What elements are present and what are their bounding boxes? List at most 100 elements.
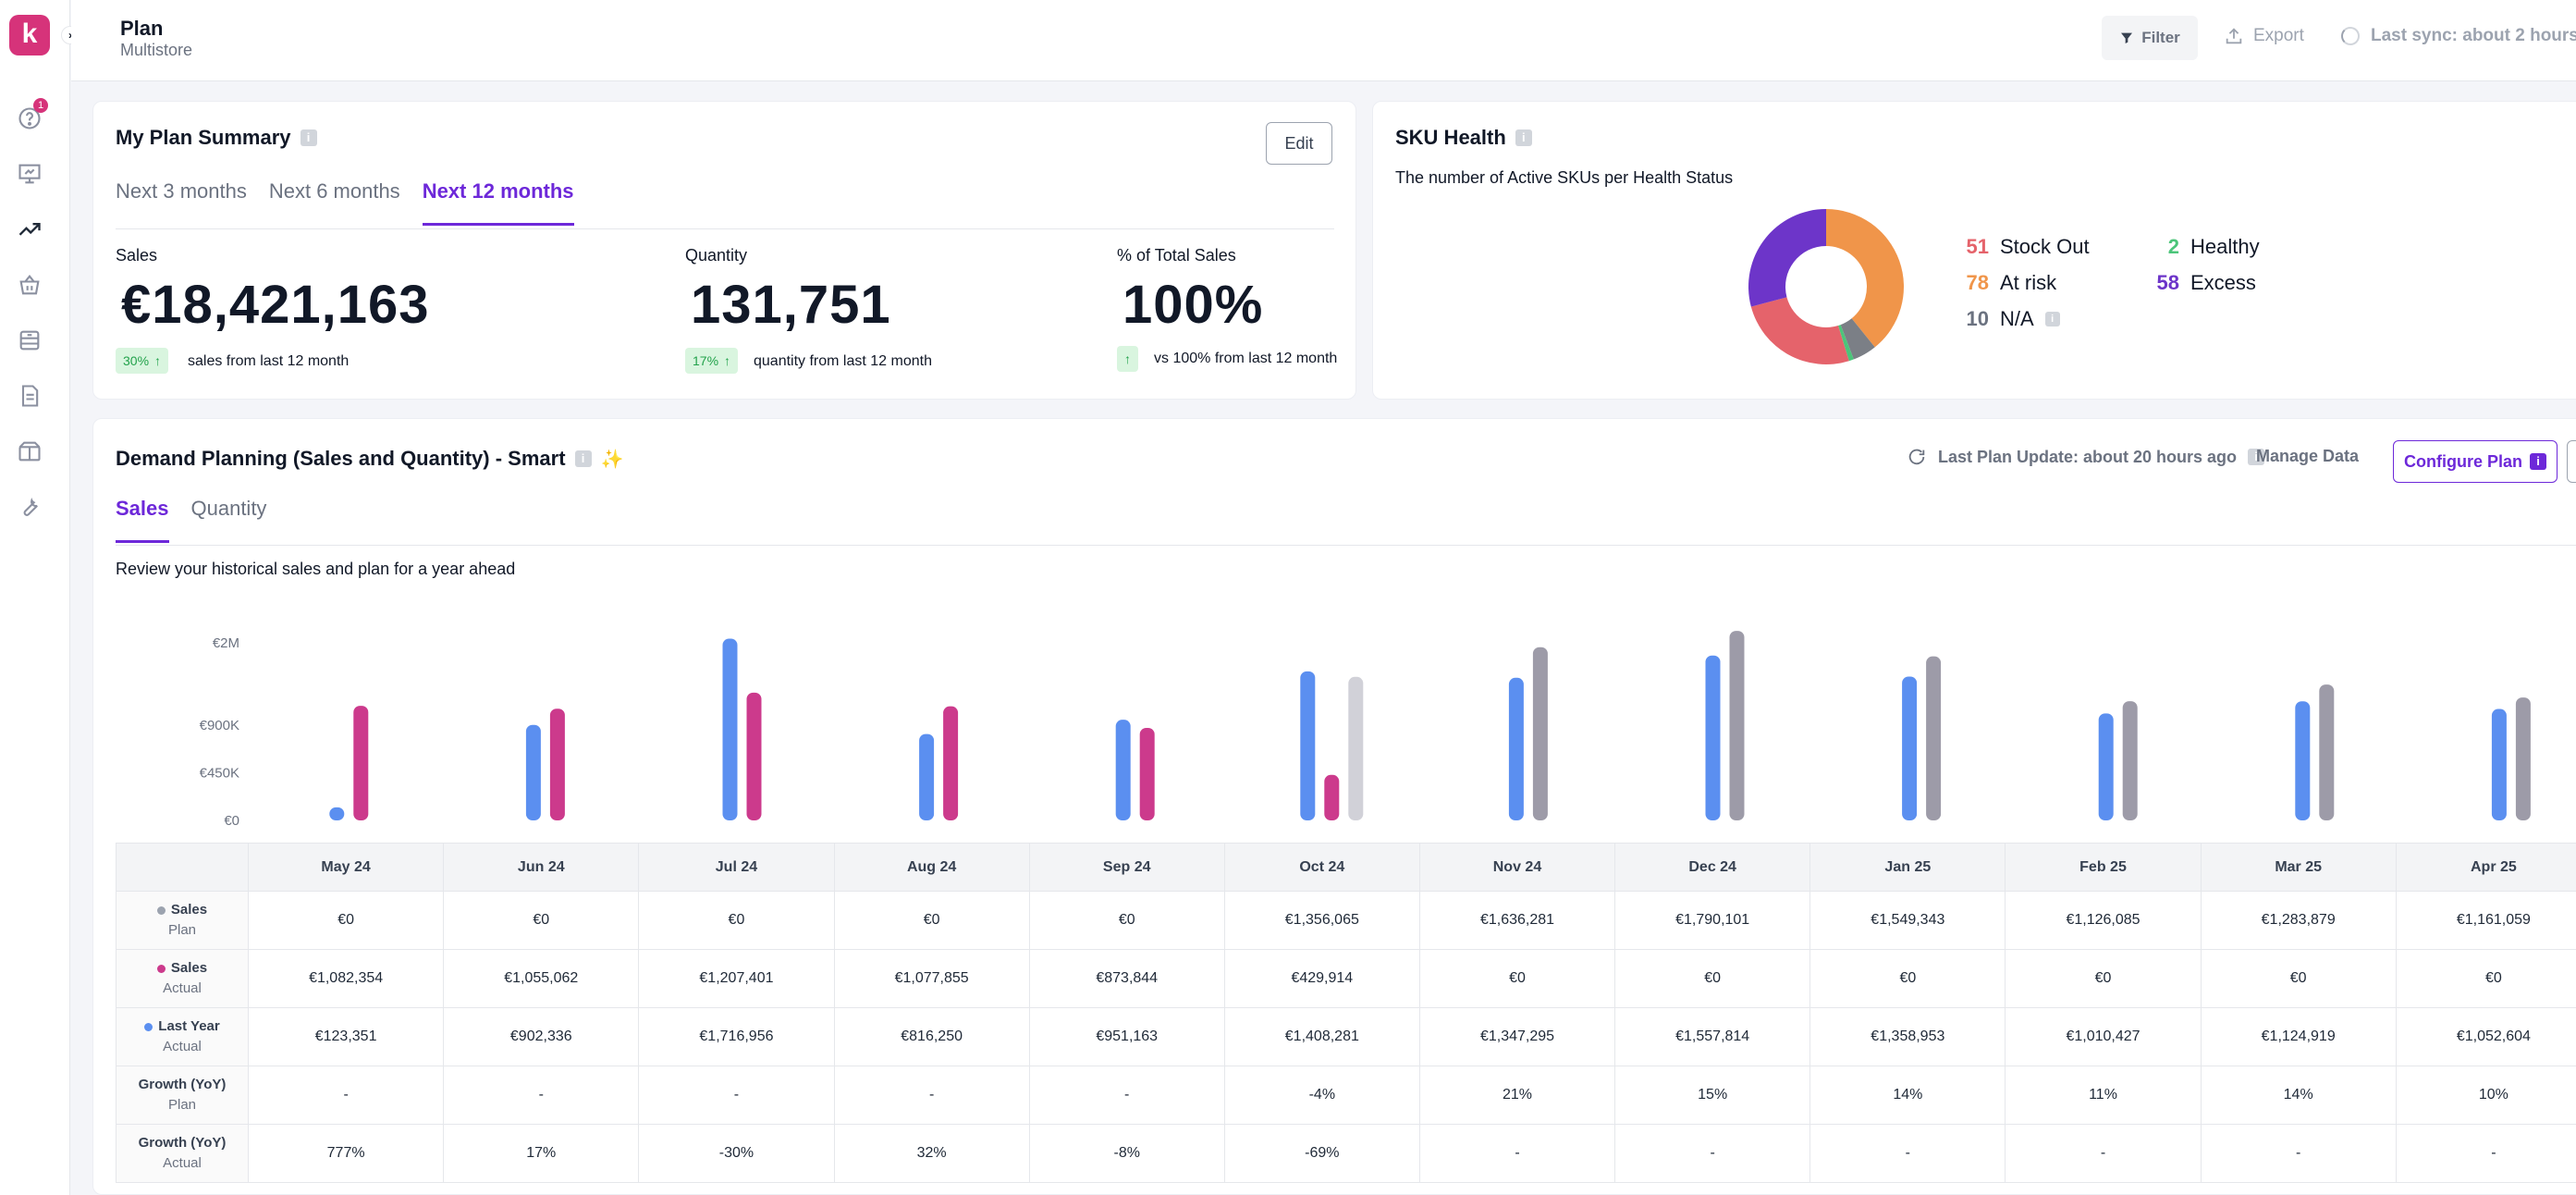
sales-growth-value: 30% xyxy=(123,353,150,368)
edit-demand-button[interactable]: Ed xyxy=(2567,440,2576,483)
tab-next-6-months[interactable]: Next 6 months xyxy=(268,179,400,203)
na-label: N/A xyxy=(2000,307,2034,330)
tab-sales[interactable]: Sales xyxy=(116,497,169,543)
y-tick-label: €0 xyxy=(224,813,239,829)
total-sales-note: vs 100% from last 12 month xyxy=(1154,351,1338,366)
column-header: Jun 24 xyxy=(443,843,640,892)
column-header: Apr 25 xyxy=(2395,843,2576,892)
bar-sales-actual[interactable] xyxy=(353,706,369,820)
at-risk-count: 78 xyxy=(1966,271,1989,294)
bar-last-year-actual[interactable] xyxy=(525,724,541,820)
info-icon[interactable]: i xyxy=(1515,129,1532,146)
legend-at-risk: 78 At risk xyxy=(1952,271,2057,295)
bar-last-year-actual[interactable] xyxy=(1705,655,1721,820)
table-cell: €0 xyxy=(1028,891,1225,950)
package-icon[interactable] xyxy=(17,438,43,464)
table-row: Growth (YoY) Plan - - - - - -4% 21% 15% 14% 11% 14% 1… xyxy=(115,1066,2576,1125)
table-cell: €0 xyxy=(833,891,1030,950)
bar-last-year-actual[interactable] xyxy=(2295,701,2311,820)
excess-count: 58 xyxy=(2156,271,2179,294)
table-cell: 32% xyxy=(833,1124,1030,1183)
bar-last-year-actual[interactable] xyxy=(1902,676,1918,820)
refresh-icon[interactable] xyxy=(1907,447,1927,467)
bar-sales-actual[interactable] xyxy=(1139,727,1155,820)
table-cell: - xyxy=(248,1066,445,1125)
table-cell: €1,636,281 xyxy=(1418,891,1616,950)
help-icon[interactable] xyxy=(17,105,43,131)
bar-sales-actual[interactable] xyxy=(549,708,565,820)
healthy-slice xyxy=(1838,325,1854,362)
bar-sales-plan[interactable] xyxy=(2515,697,2531,820)
bar-sales-actual[interactable] xyxy=(746,692,762,820)
sku-health-subtitle: The number of Active SKUs per Health Sta… xyxy=(1395,168,1734,187)
bar-sales-actual[interactable] xyxy=(943,706,959,820)
legend-na: 10 N/A i xyxy=(1952,307,2060,331)
bar-last-year-actual[interactable] xyxy=(1115,720,1131,820)
arrow-up-icon: ↑ xyxy=(724,353,731,368)
quantity-value: 131,751 xyxy=(691,275,891,335)
table-header-row: May 24 Jun 24 Jul 24 Aug 24 Sep 24 Oct 24 Nov … xyxy=(115,843,2576,892)
filter-button[interactable]: Filter xyxy=(2102,16,2198,60)
excess-label: Excess xyxy=(2190,271,2256,294)
table-cell: - xyxy=(1418,1124,1616,1183)
info-icon[interactable]: i xyxy=(300,129,317,146)
bar-sales-plan[interactable] xyxy=(1532,647,1548,820)
bar-sales-plan[interactable] xyxy=(2122,701,2138,820)
table-row: Growth (YoY) Actual 777% 17% -30% 32% -8% -69% -… xyxy=(115,1124,2576,1183)
total-sales-label: % of Total Sales xyxy=(1117,246,1236,265)
review-text: Review your historical sales and plan fo… xyxy=(116,560,516,578)
tab-quantity[interactable]: Quantity xyxy=(190,497,267,520)
bar-sales-plan[interactable] xyxy=(1729,631,1745,820)
sync-label: Last sync: about 2 hours xyxy=(2371,26,2576,45)
tab-next-12-months[interactable]: Next 12 months xyxy=(422,179,574,226)
manage-data-button[interactable]: Manage Data xyxy=(2256,447,2360,465)
edit-plan-button[interactable]: Edit xyxy=(1266,122,1332,165)
table-cell: €1,052,604 xyxy=(2395,1007,2576,1066)
table-cell: €1,549,343 xyxy=(1809,891,2006,950)
column-header: Feb 25 xyxy=(2005,843,2202,892)
bar-last-year-actual[interactable] xyxy=(329,807,345,820)
y-tick-label: €450K xyxy=(200,766,239,782)
basket-icon[interactable] xyxy=(17,272,43,298)
table-cell: €0 xyxy=(638,891,835,950)
table-cell: 14% xyxy=(1809,1066,2006,1125)
table-cell: €429,914 xyxy=(1223,949,1420,1008)
info-icon[interactable]: i xyxy=(2044,312,2060,326)
bar-sales-actual[interactable] xyxy=(1324,774,1340,820)
table-cell: €1,077,855 xyxy=(833,949,1030,1008)
bar-last-year-actual[interactable] xyxy=(1300,671,1316,820)
document-icon[interactable] xyxy=(17,383,43,409)
configure-plan-button[interactable]: Configure Plan i xyxy=(2393,440,2558,483)
column-header: Jan 25 xyxy=(1809,843,2006,892)
trending-up-icon[interactable] xyxy=(17,216,43,242)
legend-healthy: 2 Healthy xyxy=(2142,235,2260,259)
bar-last-year-actual[interactable] xyxy=(722,638,738,820)
page-subtitle: Multistore xyxy=(120,41,193,59)
table-row: Sales Plan €0 €0 €0 €0 €0 €1,356,065 €1,636,281 €… xyxy=(115,891,2576,950)
bar-last-year-actual[interactable] xyxy=(919,733,935,820)
export-label: Export xyxy=(2253,26,2304,45)
bar-last-year-actual[interactable] xyxy=(2491,708,2507,820)
info-icon[interactable]: i xyxy=(574,450,592,467)
table-cell: 10% xyxy=(2395,1066,2576,1125)
table-cell: 14% xyxy=(2200,1066,2397,1125)
table-cell: -69% xyxy=(1223,1124,1420,1183)
table-cell: €902,336 xyxy=(443,1007,640,1066)
column-header: Sep 24 xyxy=(1028,843,1225,892)
presentation-icon[interactable] xyxy=(17,161,43,187)
bar-sales-plan[interactable] xyxy=(2319,684,2335,820)
quantity-label: Quantity xyxy=(685,246,748,265)
app-logo[interactable]: k xyxy=(9,15,50,55)
column-header: Aug 24 xyxy=(833,843,1030,892)
archive-icon[interactable] xyxy=(17,327,43,353)
bar-sales-plan[interactable] xyxy=(1348,676,1364,820)
bar-last-year-actual[interactable] xyxy=(2098,713,2114,820)
info-icon[interactable]: i xyxy=(2248,449,2265,465)
wrench-icon[interactable] xyxy=(17,494,43,520)
export-button[interactable]: Export xyxy=(2224,26,2304,46)
tab-next-3-months[interactable]: Next 3 months xyxy=(116,179,247,203)
table-cell: €816,250 xyxy=(833,1007,1030,1066)
bar-sales-plan[interactable] xyxy=(1926,656,1942,820)
sku-donut-chart xyxy=(1748,209,1904,364)
bar-last-year-actual[interactable] xyxy=(1508,677,1524,820)
